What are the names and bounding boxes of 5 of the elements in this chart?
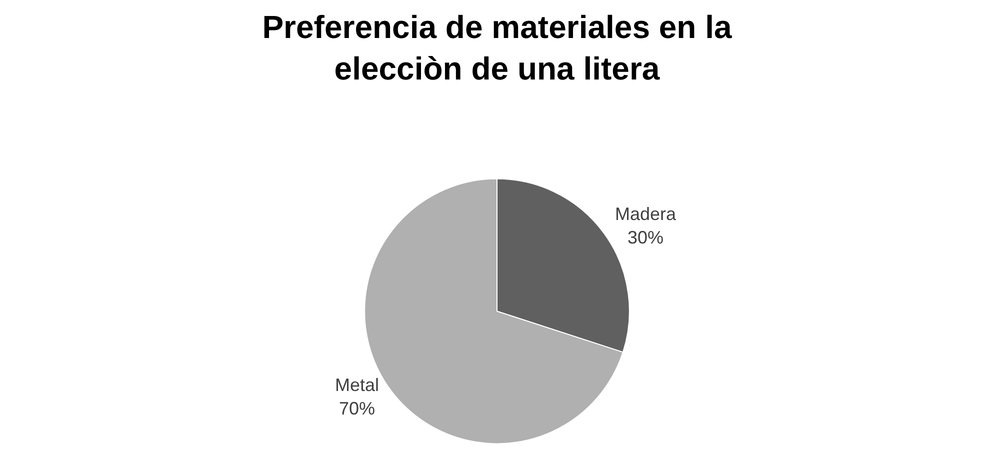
- chart-title: Preferencia de materiales en la elecciòn de una litera: [262, 8, 732, 87]
- slice-label: Metal: [334, 374, 380, 395]
- slice-label: Madera: [614, 204, 678, 224]
- data-label: 70%: [338, 398, 376, 418]
- data-label: 30%: [627, 228, 664, 248]
